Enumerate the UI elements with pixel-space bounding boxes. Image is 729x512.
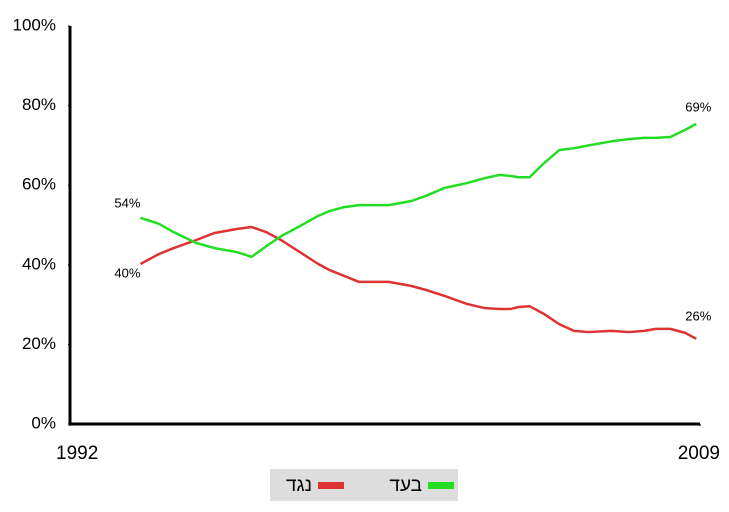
y-tick-label: 40% xyxy=(22,254,56,273)
legend-label: נגד xyxy=(286,475,312,496)
y-tick-label: 80% xyxy=(22,95,56,114)
legend-box xyxy=(270,469,458,501)
annotation: 54% xyxy=(114,195,140,210)
annotation: 26% xyxy=(685,308,711,323)
x-tick-label: 2009 xyxy=(678,443,720,464)
x-tick-label: 1992 xyxy=(56,443,98,464)
y-tick-label: 0% xyxy=(31,413,56,432)
annotation: 69% xyxy=(685,99,711,114)
y-tick-label: 100% xyxy=(13,15,56,34)
legend-swatch xyxy=(428,482,454,489)
legend-label: בעד xyxy=(389,475,422,496)
series-line xyxy=(140,122,697,259)
y-tick-label: 20% xyxy=(22,334,56,353)
y-tick-label: 60% xyxy=(22,175,56,194)
series-line xyxy=(139,225,697,340)
legend-swatch xyxy=(318,482,344,489)
annotation: 40% xyxy=(114,265,140,280)
